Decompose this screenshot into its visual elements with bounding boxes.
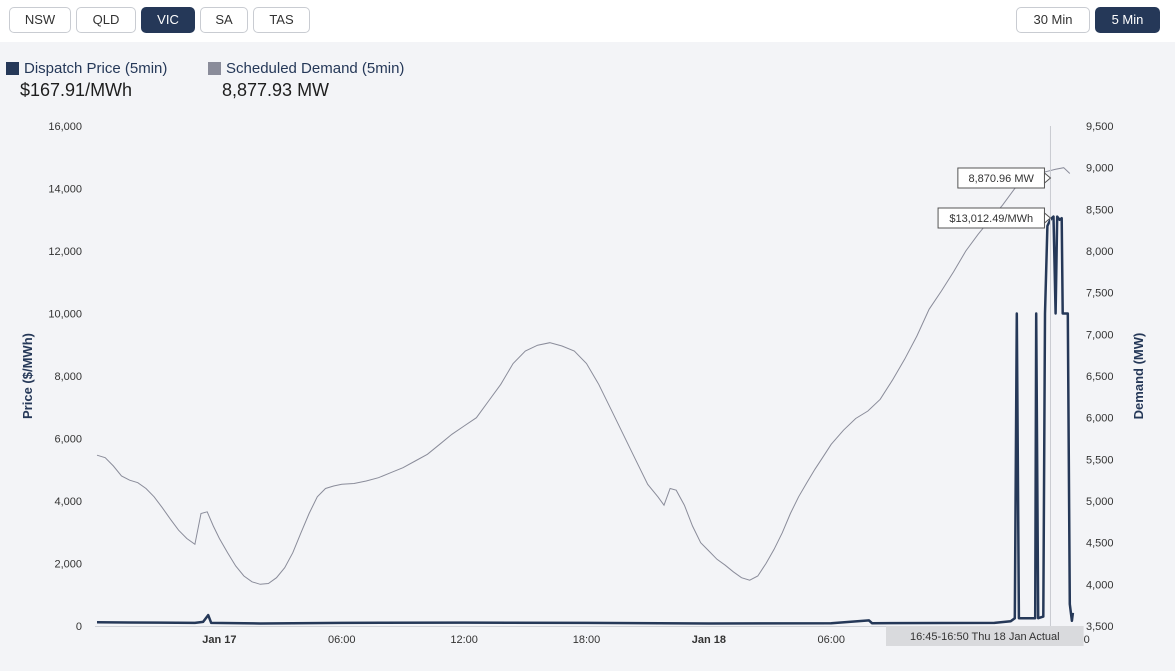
y-left-axis-label: Price ($/MWh) bbox=[20, 333, 35, 419]
y-right-tick-label: 8,000 bbox=[1086, 246, 1114, 258]
region-tab-sa[interactable]: SA bbox=[200, 7, 248, 33]
price-tooltip-text: $13,012.49/MWh bbox=[949, 213, 1033, 225]
region-tab-tas[interactable]: TAS bbox=[253, 7, 310, 33]
y-right-axis-label: Demand (MW) bbox=[1131, 333, 1146, 420]
y-right-tick-label: 6,000 bbox=[1086, 413, 1114, 425]
interval-5min-button[interactable]: 5 Min bbox=[1095, 7, 1160, 33]
y-right-tick-label: 6,500 bbox=[1086, 371, 1114, 383]
y-left-tick-label: 6,000 bbox=[54, 434, 82, 446]
x-tick-label: 06:00 bbox=[817, 634, 845, 646]
price-swatch bbox=[6, 62, 19, 75]
y-right-tick-label: 4,000 bbox=[1086, 579, 1114, 591]
y-right-tick-label: 9,500 bbox=[1086, 121, 1114, 133]
y-right-tick-label: 7,000 bbox=[1086, 329, 1114, 341]
legend-demand-name: Scheduled Demand (5min) bbox=[226, 60, 405, 77]
time-tooltip-box bbox=[886, 626, 1084, 646]
y-left-tick-label: 14,000 bbox=[48, 184, 82, 196]
time-tooltip-text: 16:45-16:50 Thu 18 Jan Actual bbox=[910, 631, 1060, 643]
y-right-tick-label: 8,500 bbox=[1086, 204, 1114, 216]
y-right-tick-label: 9,000 bbox=[1086, 163, 1114, 175]
toolbar: NSW QLD VIC SA TAS 30 Min 5 Min bbox=[0, 0, 1175, 42]
y-left-tick-label: 12,000 bbox=[48, 246, 82, 258]
y-right-tick-label: 4,500 bbox=[1086, 538, 1114, 550]
y-left-tick-label: 0 bbox=[76, 621, 82, 633]
price-tooltip-pointer bbox=[1043, 211, 1052, 225]
x-tick-label: Jan 18 bbox=[692, 634, 726, 646]
legend-price-name: Dispatch Price (5min) bbox=[24, 60, 168, 77]
y-left-tick-label: 4,000 bbox=[54, 496, 82, 508]
demand-tooltip: 8,870.96 MW bbox=[957, 167, 1052, 189]
y-right-tick-label: 3,500 bbox=[1086, 621, 1114, 633]
x-tick-label: Jan 17 bbox=[202, 634, 236, 646]
y-right-tick-label: 5,000 bbox=[1086, 496, 1114, 508]
interval-30min-button[interactable]: 30 Min bbox=[1016, 7, 1090, 33]
y-right-tick-label: 5,500 bbox=[1086, 454, 1114, 466]
demand-series-line bbox=[96, 167, 1071, 585]
price-tooltip: $13,012.49/MWh bbox=[937, 207, 1052, 229]
region-tab-vic[interactable]: VIC bbox=[141, 7, 195, 33]
y-left-tick-label: 2,000 bbox=[54, 559, 82, 571]
x-tick-label: 12:00 bbox=[450, 634, 478, 646]
chart-area bbox=[0, 42, 1175, 671]
y-left-tick-label: 10,000 bbox=[48, 309, 82, 321]
y-left-tick-label: 16,000 bbox=[48, 121, 82, 133]
x-tick-label: 06:00 bbox=[328, 634, 356, 646]
demand-tooltip-text: 8,870.96 MW bbox=[968, 173, 1034, 185]
region-tab-nsw[interactable]: NSW bbox=[9, 7, 71, 33]
demand-tooltip-pointer bbox=[1043, 171, 1052, 185]
legend-price-value: $167.91/MWh bbox=[20, 80, 133, 100]
x-tick-label: 18:00 bbox=[573, 634, 601, 646]
y-right-tick-label: 7,500 bbox=[1086, 288, 1114, 300]
time-tooltip: 16:45-16:50 Thu 18 Jan Actual bbox=[886, 626, 1084, 646]
price-series-line bbox=[96, 215, 1075, 625]
legend-demand-value: 8,877.93 MW bbox=[222, 80, 330, 100]
y-left-tick-label: 8,000 bbox=[54, 371, 82, 383]
region-tab-qld[interactable]: QLD bbox=[76, 7, 136, 33]
demand-swatch bbox=[208, 62, 221, 75]
